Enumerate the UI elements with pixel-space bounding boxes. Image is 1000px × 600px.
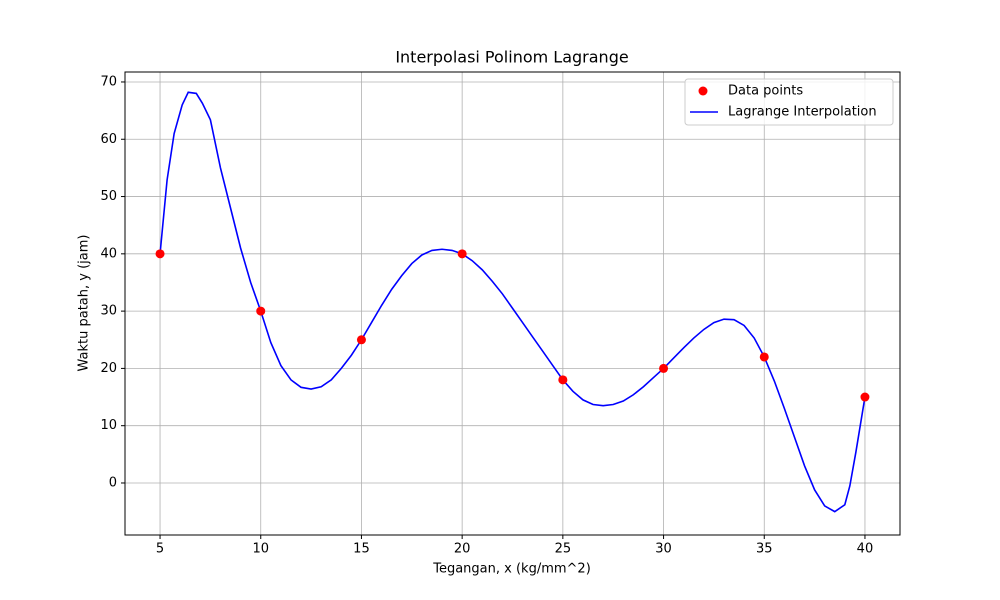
y-tick-label: 10 bbox=[100, 418, 117, 433]
y-tick-label: 30 bbox=[100, 304, 117, 319]
data-point bbox=[558, 375, 568, 385]
data-point bbox=[256, 306, 266, 316]
x-tick-label: 35 bbox=[756, 542, 773, 557]
x-tick-label: 20 bbox=[454, 542, 471, 557]
axes-frame bbox=[124, 71, 901, 536]
y-tick-label: 70 bbox=[100, 74, 117, 89]
legend-box bbox=[684, 78, 894, 126]
x-tick-label: 5 bbox=[156, 542, 164, 557]
legend-label: Data points bbox=[728, 84, 803, 99]
data-point bbox=[659, 363, 669, 373]
y-tick-label: 20 bbox=[100, 361, 117, 376]
data-point bbox=[860, 392, 870, 402]
x-tick-label: 15 bbox=[353, 542, 370, 557]
y-axis-label: Waktu patah, y (jam) bbox=[77, 235, 92, 372]
data-point bbox=[457, 249, 467, 259]
y-tick-label: 0 bbox=[109, 475, 117, 490]
legend-label: Lagrange Interpolation bbox=[728, 105, 877, 120]
legend-marker bbox=[698, 86, 708, 96]
line-series bbox=[159, 91, 866, 513]
x-tick-label: 25 bbox=[555, 542, 572, 557]
y-tick-label: 60 bbox=[100, 132, 117, 147]
x-tick-label: 40 bbox=[857, 542, 874, 557]
data-point bbox=[155, 249, 165, 259]
y-tick-label: 40 bbox=[100, 246, 117, 261]
chart-title: Interpolasi Polinom Lagrange bbox=[395, 48, 628, 67]
x-tick-label: 10 bbox=[252, 542, 269, 557]
x-axis-label: Tegangan, x (kg/mm^2) bbox=[432, 562, 591, 577]
data-point bbox=[356, 335, 366, 345]
plot-area bbox=[155, 91, 870, 513]
y-tick-label: 50 bbox=[100, 189, 117, 204]
x-tick-label: 30 bbox=[655, 542, 672, 557]
data-point bbox=[759, 352, 769, 362]
